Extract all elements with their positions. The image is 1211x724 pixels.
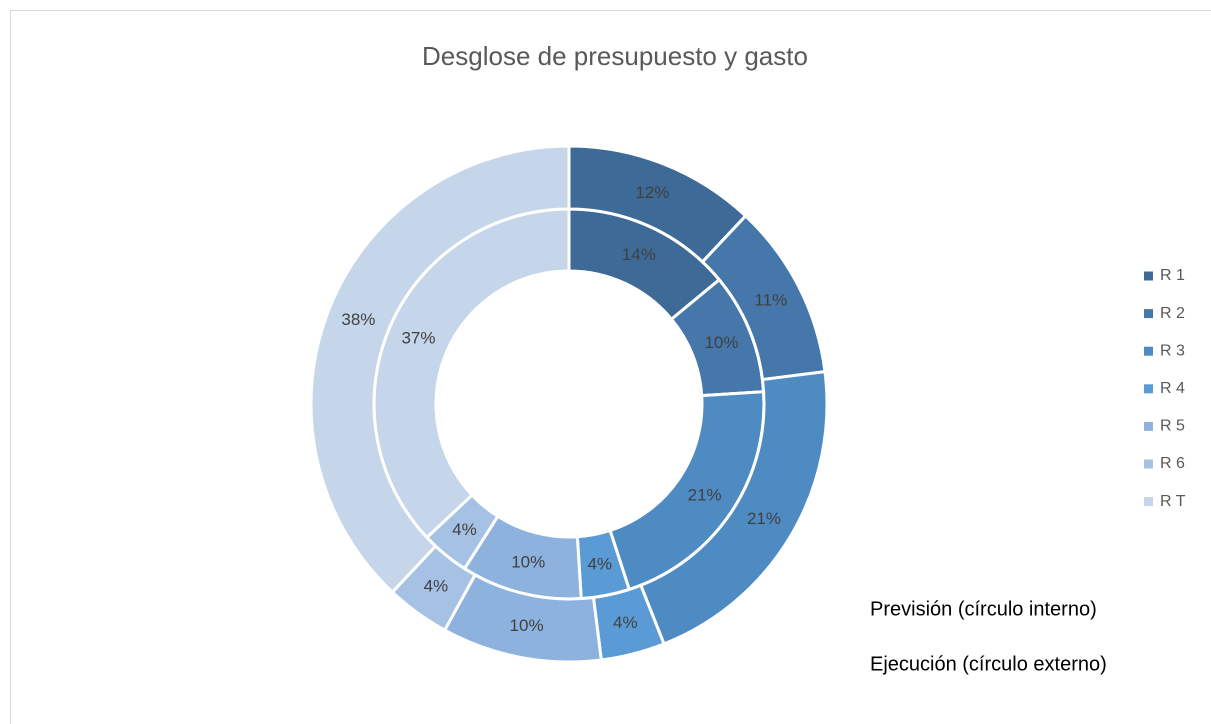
legend-marker [1144,384,1153,394]
data-label: 4% [587,555,612,574]
data-label: 4% [424,577,449,596]
legend-marker [1144,346,1153,356]
legend-label: R 5 [1160,418,1185,435]
legend-marker [1144,459,1153,469]
annotation: Ejecución (círculo externo) [870,653,1107,675]
data-label: 12% [635,183,669,202]
data-label: 38% [341,310,375,329]
legend-marker [1144,497,1153,507]
legend-label: R 1 [1160,267,1185,284]
legend-marker [1144,309,1153,319]
legend-label: R 4 [1160,380,1185,397]
data-label: 10% [510,616,544,635]
data-label: 10% [704,333,738,352]
annotation: Previsión (círculo interno) [870,598,1097,620]
legend-label: R 2 [1160,305,1185,322]
data-label: 21% [688,486,722,505]
data-label: 4% [452,520,477,539]
data-label: 21% [747,509,781,528]
legend-label: R T [1160,493,1186,510]
data-label: 11% [754,291,787,310]
legend-marker [1144,421,1153,431]
legend-marker [1144,271,1153,281]
data-label: 10% [511,552,545,571]
legend-label: R 3 [1160,342,1185,359]
legend-label: R 6 [1160,455,1185,472]
ring-segment [309,144,571,595]
chart-title: Desglose de presupuesto y gasto [422,41,808,71]
data-label: 37% [401,328,435,347]
data-label: 14% [622,245,656,264]
data-label: 4% [613,613,638,632]
